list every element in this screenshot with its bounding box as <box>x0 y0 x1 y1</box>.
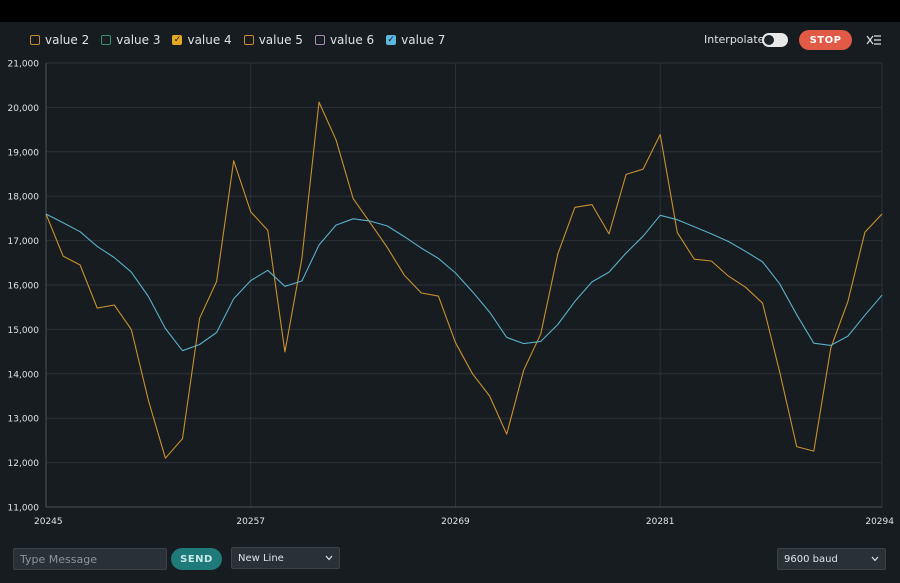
line-ending-select[interactable]: New Line <box>231 547 340 569</box>
send-button[interactable]: SEND <box>171 548 222 570</box>
legend-item[interactable]: value 6 <box>314 33 375 47</box>
checkbox-checked-icon[interactable]: ✓ <box>386 34 397 45</box>
legend-label: value 7 <box>401 33 446 47</box>
checkbox-unchecked-icon[interactable] <box>101 35 112 45</box>
y-tick-label: 20,000 <box>8 104 40 114</box>
x-tick-label: 20281 <box>646 517 675 527</box>
legend-item[interactable]: ✓ value 7 <box>386 33 445 47</box>
checkbox-checked-icon[interactable]: ✓ <box>172 34 183 45</box>
legend-label: value 3 <box>116 33 161 47</box>
interpolate-label: Interpolate <box>704 33 765 46</box>
baud-rate-value: 9600 baud <box>784 553 838 565</box>
x-tick-label: 20294 <box>865 517 894 527</box>
y-tick-label: 17,000 <box>8 237 40 247</box>
y-tick-label: 18,000 <box>8 193 40 203</box>
y-tick-label: 21,000 <box>8 60 40 70</box>
line-chart: 11,000 12,000 13,000 14,000 15,000 16,000 17,0… <box>8 60 895 528</box>
x-tick-label: 20245 <box>34 517 63 527</box>
series-line-1 <box>45 101 883 459</box>
toggle-knob <box>764 35 774 45</box>
stop-button[interactable]: STOP <box>799 30 852 50</box>
y-tick-label: 12,000 <box>8 459 40 469</box>
chevron-down-icon <box>871 556 879 562</box>
legend-item[interactable]: value 3 <box>101 33 160 47</box>
interpolate-toggle[interactable] <box>762 33 788 47</box>
y-tick-label: 15,000 <box>8 326 40 336</box>
serial-plotter-panel <box>0 22 900 583</box>
series-line-2 <box>45 213 883 352</box>
y-tick-label: 14,000 <box>8 370 40 380</box>
x-tick-label: 20257 <box>236 517 265 527</box>
x-tick-label: 20269 <box>441 517 470 527</box>
line-ending-value: New Line <box>238 552 284 564</box>
baud-rate-select[interactable]: 9600 baud <box>777 548 886 570</box>
message-input[interactable] <box>13 548 167 570</box>
legend-item[interactable]: ✓ value 4 <box>172 33 232 47</box>
legend-item[interactable]: value 5 <box>243 33 303 47</box>
checkbox-unchecked-icon[interactable] <box>314 35 325 45</box>
chevron-down-icon <box>325 555 333 561</box>
y-tick-label: 16,000 <box>8 282 40 292</box>
series-legend: value 2 value 3 ✓ value 4 value 5 value 6 ✓ val… <box>30 32 457 48</box>
clear-lines-icon[interactable] <box>866 33 882 47</box>
legend-label: value 2 <box>45 33 90 47</box>
legend-label: value 6 <box>329 33 375 47</box>
legend-item[interactable]: value 2 <box>30 33 89 47</box>
legend-label: value 4 <box>187 33 232 47</box>
y-tick-label: 19,000 <box>8 148 40 158</box>
checkbox-unchecked-icon[interactable] <box>30 35 40 45</box>
y-tick-label: 11,000 <box>8 504 40 514</box>
checkbox-unchecked-icon[interactable] <box>243 35 254 45</box>
window-top-bar <box>0 0 900 22</box>
y-tick-label: 13,000 <box>8 415 40 425</box>
legend-label: value 5 <box>258 33 303 47</box>
